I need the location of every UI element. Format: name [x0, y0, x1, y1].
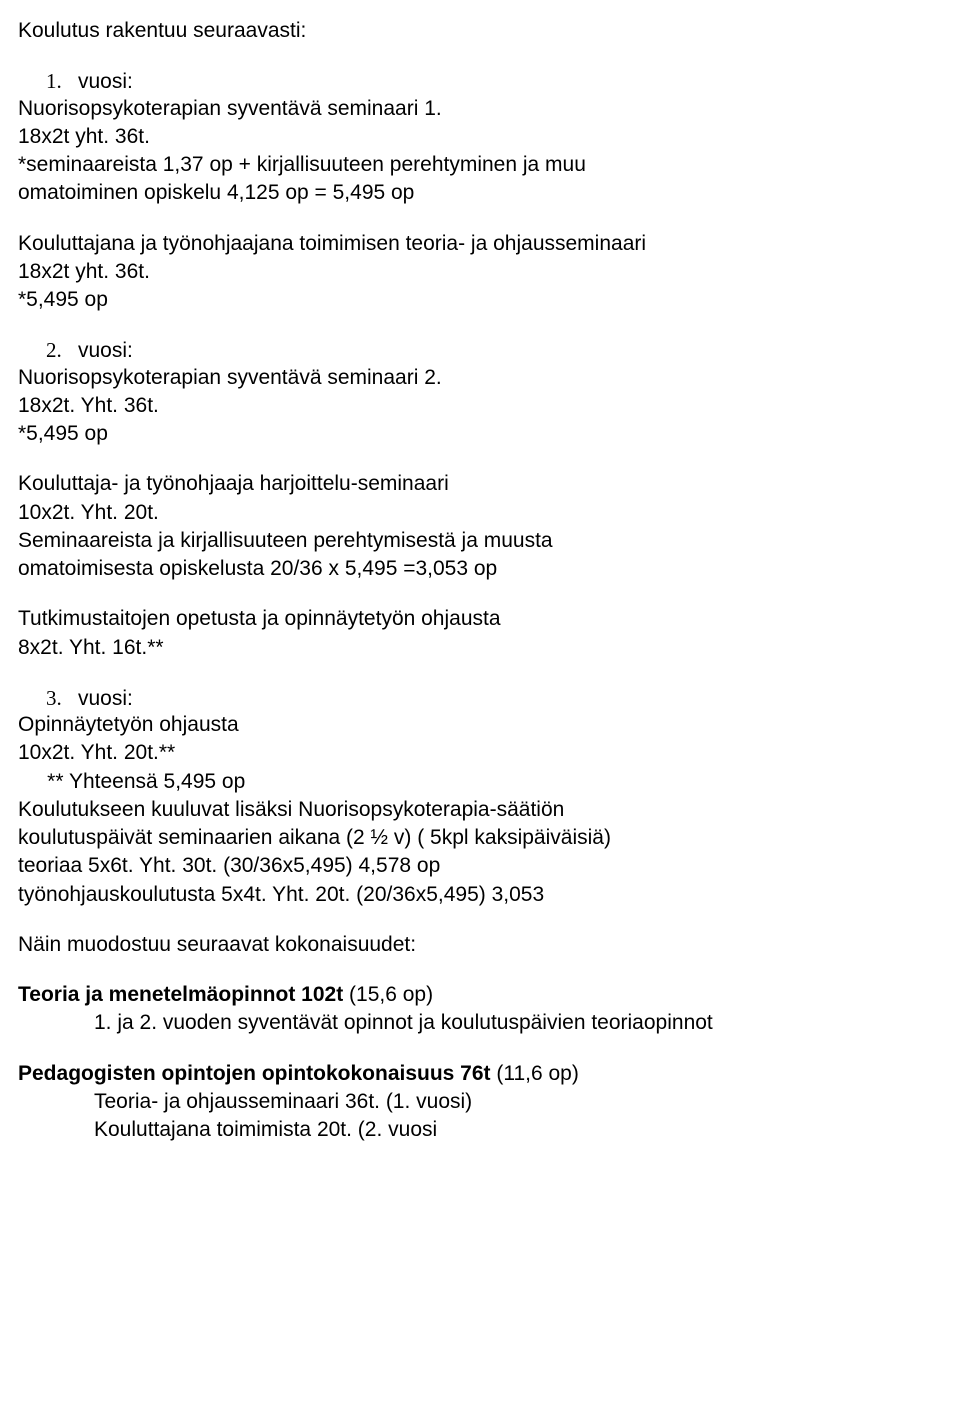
y2-sub1-line: omatoimisesta opiskelusta 20/36 x 5,495 … [18, 556, 942, 582]
y1-line: 18x2t yht. 36t. [18, 124, 942, 150]
y3-line: teoriaa 5x6t. Yht. 30t. (30/36x5,495) 4,… [18, 853, 942, 879]
y1-line: omatoiminen opiskelu 4,125 op = 5,495 op [18, 180, 942, 206]
year3-num: 3. [46, 685, 64, 711]
y1-sub-line: Kouluttajana ja työnohjaajana toimimisen… [18, 231, 942, 257]
y2-line: Nuorisopsykoterapian syventävä seminaari… [18, 365, 942, 391]
teoria-heading: Teoria ja menetelmäopinnot 102t (15,6 op… [18, 982, 942, 1008]
y1-line: *seminaareista 1,37 op + kirjallisuuteen… [18, 152, 942, 178]
pedag-line: Kouluttajana toimimista 20t. (2. vuosi [94, 1117, 942, 1143]
year3-heading: 3. vuosi: [18, 685, 942, 712]
y1-sub-line: 18x2t yht. 36t. [18, 259, 942, 285]
y3-line: Koulutukseen kuuluvat lisäksi Nuorisopsy… [18, 797, 942, 823]
y2-sub1-line: Kouluttaja- ja työnohjaaja harjoittelu-s… [18, 471, 942, 497]
y3-line: koulutuspäivät seminaarien aikana (2 ½ v… [18, 825, 942, 851]
y2-line: 18x2t. Yht. 36t. [18, 393, 942, 419]
year1-heading: 1. vuosi: [18, 68, 942, 95]
pedag-rest: (11,6 op) [491, 1062, 579, 1085]
y2-line: *5,495 op [18, 421, 942, 447]
doc-title: Koulutus rakentuu seuraavasti: [18, 18, 942, 44]
year3-label: vuosi: [78, 686, 133, 712]
year2-heading: 2. vuosi: [18, 337, 942, 364]
y3-line: 10x2t. Yht. 20t.** [18, 740, 942, 766]
y1-line: Nuorisopsykoterapian syventävä seminaari… [18, 96, 942, 122]
summary-intro: Näin muodostuu seuraavat kokonaisuudet: [18, 932, 942, 958]
teoria-bold: Teoria ja menetelmäopinnot 102t [18, 983, 343, 1006]
y2-sub1-line: 10x2t. Yht. 20t. [18, 500, 942, 526]
pedag-line: Teoria- ja ohjausseminaari 36t. (1. vuos… [94, 1089, 942, 1115]
y3-line: ** Yhteensä 5,495 op [18, 769, 942, 795]
year2-num: 2. [46, 337, 64, 363]
year1-num: 1. [46, 68, 64, 94]
year1-label: vuosi: [78, 69, 133, 95]
y2-sub2-line: 8x2t. Yht. 16t.** [18, 635, 942, 661]
year2-label: vuosi: [78, 338, 133, 364]
y1-sub-line: *5,495 op [18, 287, 942, 313]
pedag-heading: Pedagogisten opintojen opintokokonaisuus… [18, 1061, 942, 1087]
teoria-line: 1. ja 2. vuoden syventävät opinnot ja ko… [94, 1010, 942, 1036]
y2-sub2-line: Tutkimustaitojen opetusta ja opinnäytety… [18, 606, 942, 632]
y3-line: työnohjauskoulutusta 5x4t. Yht. 20t. (20… [18, 882, 942, 908]
y3-line: Opinnäytetyön ohjausta [18, 712, 942, 738]
y2-sub1-line: Seminaareista ja kirjallisuuteen perehty… [18, 528, 942, 554]
teoria-rest: (15,6 op) [343, 983, 433, 1006]
pedag-bold: Pedagogisten opintojen opintokokonaisuus… [18, 1062, 491, 1085]
